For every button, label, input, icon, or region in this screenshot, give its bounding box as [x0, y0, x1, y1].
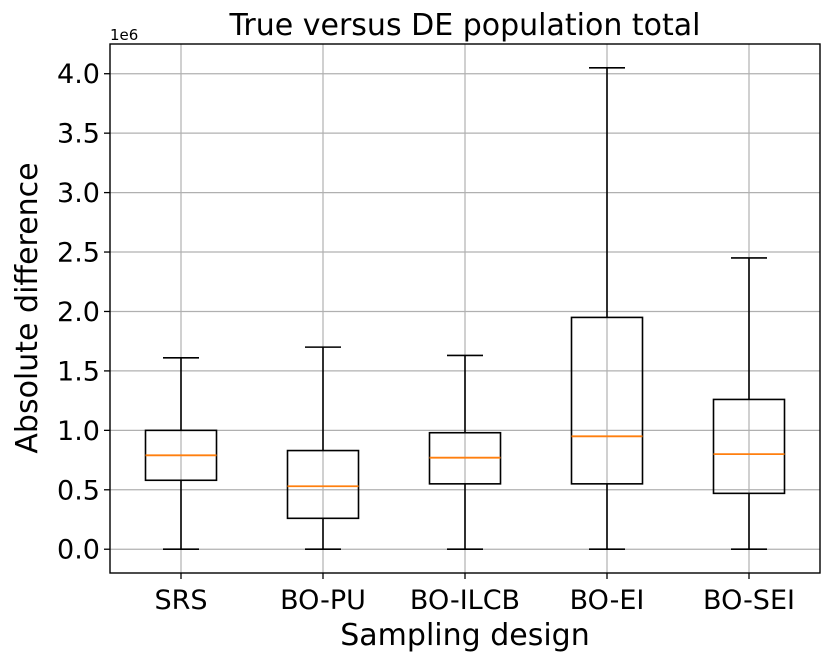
x-tick-label: BO-ILCB: [410, 585, 520, 616]
y-tick-label: 3.5: [57, 119, 100, 150]
x-tick-label: BO-PU: [280, 585, 366, 616]
y-tick-label: 4.0: [57, 59, 100, 90]
box-iqr: [712, 398, 786, 495]
box-layer: [144, 66, 786, 551]
box-iqr: [286, 449, 360, 520]
chart-title: True versus DE population total: [229, 8, 701, 43]
x-axis-ticks: SRS BO-PU BO-ILCB BO-EI BO-SEI: [154, 573, 795, 616]
y-tick-label: 0.0: [57, 535, 100, 566]
y-tick-label: 0.5: [57, 475, 100, 506]
y-axis-ticks: 0.0 0.5 1.0 1.5 2.0 2.5 3.0 3.5 4.0: [57, 59, 110, 566]
y-tick-label: 1.0: [57, 416, 100, 447]
x-tick-label: SRS: [154, 585, 207, 616]
y-tick-label: 1.5: [57, 356, 100, 387]
x-tick-label: BO-SEI: [703, 585, 795, 616]
y-offset-label: 1e6: [110, 26, 138, 44]
x-tick-label: BO-EI: [570, 585, 645, 616]
y-tick-label: 3.0: [57, 178, 100, 209]
y-tick-label: 2.0: [57, 297, 100, 328]
y-tick-label: 2.5: [57, 238, 100, 269]
box-iqr: [570, 316, 644, 485]
x-axis-label: Sampling design: [340, 618, 589, 653]
y-axis-label: Absolute difference: [10, 162, 45, 453]
